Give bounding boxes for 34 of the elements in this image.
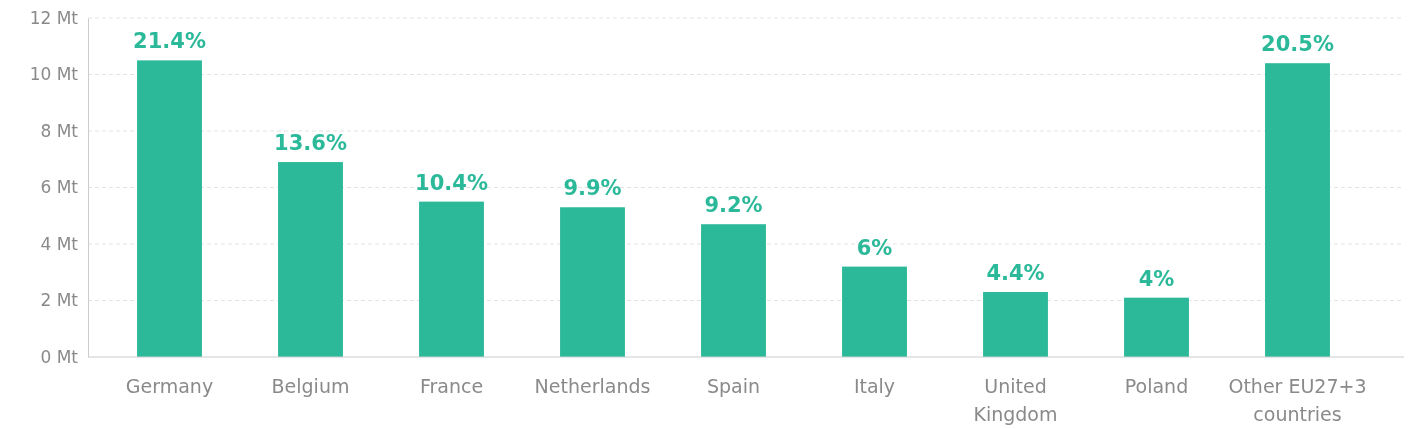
y-tick-label: 0 Mt <box>40 346 79 367</box>
bar <box>1124 297 1189 357</box>
x-tick-label: Belgium <box>271 375 350 397</box>
bar <box>983 292 1048 357</box>
bar <box>701 224 766 357</box>
y-tick-label: 6 Mt <box>40 177 79 198</box>
x-tick-label: Poland <box>1124 375 1189 397</box>
y-tick-label: 8 Mt <box>40 120 79 141</box>
bar <box>278 162 343 357</box>
y-tick-label: 2 Mt <box>40 290 79 311</box>
annotation: 4% <box>1138 266 1175 291</box>
y-tick-label: 12 Mt <box>29 7 79 28</box>
bar <box>560 207 625 357</box>
x-tick-label: France <box>419 375 484 397</box>
annotation: 10.4% <box>415 170 488 195</box>
x-tick-label: Other EU27+3 countries <box>1228 375 1367 425</box>
x-tick-label: Spain <box>706 375 761 397</box>
x-tick-label: Italy <box>853 375 896 397</box>
annotation: 13.6% <box>274 131 347 156</box>
bar <box>1265 63 1330 357</box>
annotation: 4.4% <box>986 261 1045 286</box>
annotation: 6% <box>856 235 893 260</box>
y-tick-label: 10 Mt <box>29 64 79 85</box>
annotation: 9.2% <box>704 193 763 218</box>
annotation: 21.4% <box>133 29 206 54</box>
x-tick-label: United Kingdom <box>973 375 1058 425</box>
bar <box>137 60 202 357</box>
annotation: 9.9% <box>563 176 622 201</box>
y-tick-label: 4 Mt <box>40 233 79 254</box>
x-tick-label: Netherlands <box>534 375 651 397</box>
bar <box>842 266 907 357</box>
annotation: 20.5% <box>1261 32 1334 57</box>
x-tick-label: Germany <box>125 375 214 397</box>
bar <box>419 201 484 357</box>
